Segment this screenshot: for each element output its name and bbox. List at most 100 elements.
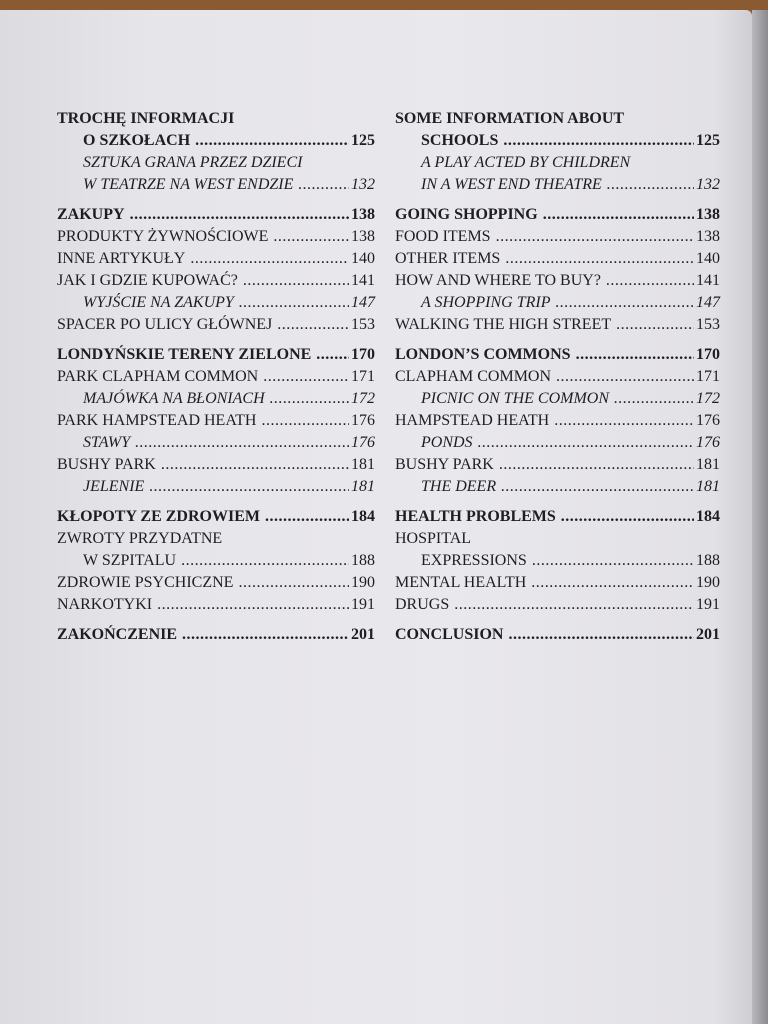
toc-entry-title: JAK I GDZIE KUPOWAĆ? [57,272,238,289]
dot-leader [556,366,694,388]
toc-page-number: 170 [351,346,375,363]
toc-entry-title: HEALTH PROBLEMS [395,508,556,525]
toc-entry-title: HOW AND WHERE TO BUY? [395,272,601,289]
toc-entry: IN A WEST END THEATRE 132 [395,174,720,196]
toc-page-number: 181 [696,456,720,473]
toc-entry: SCHOOLS 125 [395,130,720,152]
toc-entry: PARK HAMPSTEAD HEATH 176 [57,410,375,432]
toc-page-number: 181 [696,478,720,495]
toc-section: LONDYŃSKIE TERENY ZIELONE 170 PARK CLAPHAM… [57,344,375,498]
dot-leader [501,476,694,498]
toc-page-number: 153 [351,316,375,333]
page-edge [752,10,768,1024]
toc-entry: O SZKOŁACH 125 [57,130,375,152]
toc-page-number: 125 [351,132,375,149]
dot-leader [505,248,694,270]
toc-entry-title: THE DEER [421,478,497,495]
toc-entry: ZDROWIE PSYCHICZNE 190 [57,572,375,594]
toc-entry: PRODUKTY ŻYWNOŚCIOWE 138 [57,226,375,248]
dot-leader [182,624,349,646]
toc-entry: SPACER PO ULICY GŁÓWNEJ 153 [57,314,375,336]
toc-entry: PARK CLAPHAM COMMON 171 [57,366,375,388]
dot-leader [531,572,694,594]
toc-entry-title: BUSHY PARK [395,456,494,473]
dot-leader [161,454,349,476]
toc-entry-title: PRODUKTY ŻYWNOŚCIOWE [57,228,269,245]
toc-page-number: 171 [351,368,375,385]
toc-entry: TROCHĘ INFORMACJI [57,108,375,130]
dot-leader [261,410,349,432]
toc-entry-title: MENTAL HEALTH [395,574,527,591]
toc-entry: ZWROTY PRZYDATNE [57,528,375,550]
dot-leader [606,270,694,292]
toc-entry: WYJŚCIE NA ZAKUPY 147 [57,292,375,314]
dot-leader [277,314,349,336]
toc-page-number: 176 [696,412,720,429]
toc-entry-title: WALKING THE HIGH STREET [395,316,612,333]
toc-section: HEALTH PROBLEMS 184 HOSPITAL EXPRESSIONS 188… [395,506,720,616]
toc-section: ZAKOŃCZENIE 201 [57,624,375,646]
toc-page-number: 138 [696,206,720,223]
dot-leader [614,388,694,410]
toc-entry: BUSHY PARK 181 [57,454,375,476]
dot-leader [499,454,694,476]
toc-entry-title: ZDROWIE PSYCHICZNE [57,574,234,591]
toc-page-number: 170 [696,346,720,363]
toc-section: GOING SHOPPING 138 FOOD ITEMS 138 OTHER ITEM… [395,204,720,336]
toc-page-number: 201 [351,626,375,643]
toc-page-number: 141 [351,272,375,289]
dot-leader [554,410,694,432]
toc-entry: OTHER ITEMS 140 [395,248,720,270]
toc-entry: PICNIC ON THE COMMON 172 [395,388,720,410]
dot-leader [135,432,349,454]
toc-entry-title: ZAKUPY [57,206,125,223]
toc-entry: STAWY 176 [57,432,375,454]
toc-entry-title: SOME INFORMATION ABOUT [395,110,625,127]
toc-entry: KŁOPOTY ZE ZDROWIEM 184 [57,506,375,528]
toc-entry-title: SPACER PO ULICY GŁÓWNEJ [57,316,273,333]
dot-leader [149,476,349,498]
toc-entry-title: JELENIE [83,478,145,495]
toc-entry: HAMPSTEAD HEATH 176 [395,410,720,432]
dot-leader [195,130,349,152]
toc-entry: DRUGS 191 [395,594,720,616]
dot-leader [130,204,349,226]
toc-page-number: 181 [351,456,375,473]
toc-page-number: 138 [696,228,720,245]
toc-page-number: 140 [696,250,720,267]
dot-leader [157,594,349,616]
toc-entry: SOME INFORMATION ABOUT [395,108,720,130]
toc-page-number: 184 [351,508,375,525]
toc-entry-title: IN A WEST END THEATRE [421,176,602,193]
toc-entry: CONCLUSION 201 [395,624,720,646]
toc-column-english: SOME INFORMATION ABOUT SCHOOLS 125 A PLAY A… [395,108,720,654]
toc-page-number: 147 [351,294,375,311]
toc-entry-title: STAWY [83,434,131,451]
toc-page-number: 141 [696,272,720,289]
toc-entry: W SZPITALU 188 [57,550,375,572]
toc-entry-title: HOSPITAL [395,530,472,547]
toc-entry-title: LONDON’S COMMONS [395,346,571,363]
toc-entry-title: ZWROTY PRZYDATNE [57,530,223,547]
toc-entry-title: BUSHY PARK [57,456,156,473]
toc-entry-title: W TEATRZE NA WEST ENDZIE [83,176,294,193]
toc-page-number: 191 [696,596,720,613]
toc-page-number: 125 [696,132,720,149]
dot-leader [607,174,694,196]
toc-page-number: 132 [351,176,375,193]
dot-leader [454,594,694,616]
toc-section: LONDON’S COMMONS 170 CLAPHAM COMMON 171 PICN… [395,344,720,498]
dot-leader [238,572,349,594]
toc-entry-title: PONDS [421,434,473,451]
toc-entry: BUSHY PARK 181 [395,454,720,476]
toc-entry: ZAKUPY 138 [57,204,375,226]
toc-entry: HOW AND WHERE TO BUY? 141 [395,270,720,292]
toc-page-number: 153 [696,316,720,333]
toc-entry-title: SZTUKA GRANA PRZEZ DZIECI [83,154,303,171]
toc-entry-title: NARKOTYKI [57,596,153,613]
toc-section: SOME INFORMATION ABOUT SCHOOLS 125 A PLAY A… [395,108,720,196]
toc-entry: HOSPITAL [395,528,720,550]
dot-leader [503,130,694,152]
toc-section: ZAKUPY 138 PRODUKTY ŻYWNOŚCIOWE 138 INNE ART… [57,204,375,336]
toc-entry-title: CONCLUSION [395,626,504,643]
